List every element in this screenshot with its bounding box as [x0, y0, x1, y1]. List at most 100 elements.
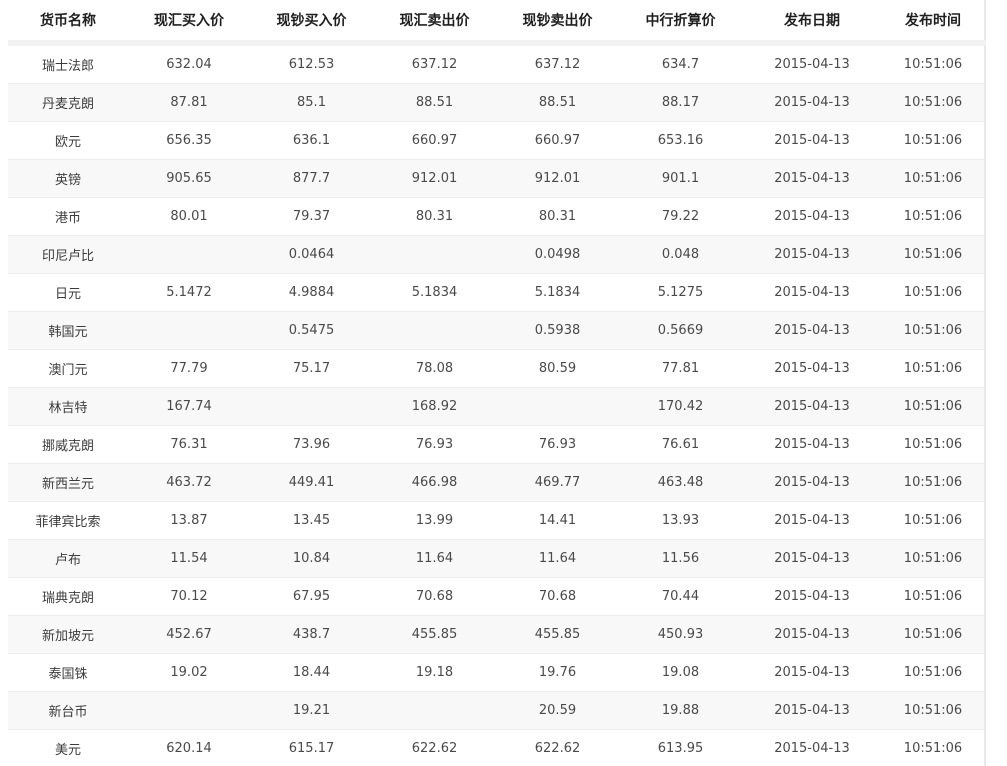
publish-time-cell: 10:51:06 [903, 57, 963, 72]
publish-time-cell: 10:51:06 [882, 539, 985, 578]
currency-name-cell: 菲律宾比索 [8, 501, 128, 540]
boc-conversion-rate-cell: 70.44 [619, 577, 742, 616]
publish-time-cell: 10:51:06 [882, 653, 985, 692]
currency-name-cell: 澳门元 [8, 349, 128, 388]
spot-sell-rate-cell: 637.12 [411, 57, 458, 72]
table-row: 澳门元 77.79 75.17 78.08 80.59 77.81 2015-0… [8, 349, 985, 388]
currency-name-cell: 印尼卢比 [8, 235, 128, 274]
table-row: 欧元 656.35 636.1 660.97 660.97 653.16 201… [8, 121, 985, 160]
boc-conversion-rate-cell: 613.95 [619, 729, 742, 766]
boc-conversion-rate-cell: 901.1 [619, 159, 742, 198]
publish-time-cell: 10:51:06 [882, 463, 985, 502]
table-row: 美元 620.14 615.17 622.62 622.62 613.95 20… [8, 729, 985, 766]
cash-sell-rate-cell: 5.1834 [496, 273, 619, 312]
column-header-boc-conversion: 中行折算价 [619, 0, 742, 46]
spot-buy-rate-cell [128, 691, 250, 730]
publish-date-cell: 2015-04-13 [742, 425, 882, 464]
cash-sell-rate-cell: 0.5938 [496, 311, 619, 350]
table-row: 日元 5.1472 4.9884 5.1834 5.1834 5.1275 20… [8, 273, 985, 312]
cash-buy-rate-cell: 75.17 [250, 349, 373, 388]
column-header-publish-time: 发布时间 [882, 0, 985, 46]
cash-sell-rate-cell: 19.76 [496, 653, 619, 692]
cash-buy-rate-cell [250, 387, 373, 426]
boc-conversion-rate-cell: 76.61 [619, 425, 742, 464]
cash-sell-rate-cell [496, 387, 619, 426]
cash-buy-rate-cell: 636.1 [250, 121, 373, 160]
currency-name-cell: 美元 [8, 729, 128, 766]
spot-sell-rate-cell: 660.97 [373, 121, 496, 160]
column-header-publish-date: 发布日期 [742, 0, 882, 46]
spot-buy-rate-cell: 620.14 [128, 729, 250, 766]
spot-buy-rate-cell: 80.01 [128, 197, 250, 236]
spot-buy-rate-cell: 632.04 [166, 57, 212, 72]
publish-date-cell: 2015-04-13 [742, 577, 882, 616]
spot-buy-rate-cell [128, 311, 250, 350]
currency-name-cell: 瑞士法郎 [41, 59, 94, 74]
exchange-rates-table: 货币名称 现汇买入价 现钞买入价 现汇卖出价 现钞卖出价 中行折算价 发布日期 … [8, 0, 986, 766]
table-row: 瑞典克朗 70.12 67.95 70.68 70.68 70.44 2015-… [8, 577, 985, 616]
currency-name-cell: 新台币 [8, 691, 128, 730]
publish-date-cell: 2015-04-13 [742, 235, 882, 274]
publish-date-cell: 2015-04-13 [742, 387, 882, 426]
spot-sell-rate-cell: 622.62 [373, 729, 496, 766]
currency-name-cell: 泰国铢 [8, 653, 128, 692]
publish-time-cell: 10:51:06 [882, 615, 985, 654]
cash-buy-rate-cell: 0.5475 [250, 311, 373, 350]
boc-conversion-rate-cell: 463.48 [619, 463, 742, 502]
currency-name-cell: 林吉特 [8, 387, 128, 426]
currency-name-cell: 挪威克朗 [8, 425, 128, 464]
spot-sell-rate-cell: 455.85 [373, 615, 496, 654]
boc-conversion-rate-cell: 19.88 [619, 691, 742, 730]
cash-buy-rate-cell: 79.37 [250, 197, 373, 236]
cash-sell-rate-cell: 14.41 [496, 501, 619, 540]
table-row: 卢布 11.54 10.84 11.64 11.64 11.56 2015-04… [8, 539, 985, 578]
publish-time-cell: 10:51:06 [882, 159, 985, 198]
boc-conversion-rate-cell: 170.42 [619, 387, 742, 426]
table-row: 新台币 19.21 20.59 19.88 2015-04-13 10:51:0… [8, 691, 985, 730]
cash-buy-rate-cell: 438.7 [250, 615, 373, 654]
currency-name-cell: 新西兰元 [8, 463, 128, 502]
spot-sell-rate-cell [373, 691, 496, 730]
currency-name-cell: 卢布 [8, 539, 128, 578]
table-row: 挪威克朗 76.31 73.96 76.93 76.93 76.61 2015-… [8, 425, 985, 464]
column-header-spot-sell: 现汇卖出价 [373, 0, 496, 46]
cash-buy-rate-cell: 615.17 [250, 729, 373, 766]
publish-date-cell: 2015-04-13 [742, 83, 882, 122]
spot-buy-rate-cell: 13.87 [128, 501, 250, 540]
currency-name-cell: 瑞典克朗 [8, 577, 128, 616]
publish-date-cell: 2015-04-13 [742, 121, 882, 160]
cash-buy-rate-cell: 0.0464 [250, 235, 373, 274]
spot-buy-rate-cell: 19.02 [128, 653, 250, 692]
table-header-row: 货币名称 现汇买入价 现钞买入价 现汇卖出价 现钞卖出价 中行折算价 发布日期 … [8, 0, 985, 46]
spot-sell-rate-cell: 80.31 [373, 197, 496, 236]
cash-sell-rate-cell: 80.31 [496, 197, 619, 236]
currency-name-cell: 新加坡元 [8, 615, 128, 654]
spot-sell-rate-cell: 19.18 [373, 653, 496, 692]
spot-sell-rate-cell: 168.92 [373, 387, 496, 426]
spot-buy-rate-cell: 905.65 [128, 159, 250, 198]
spot-buy-rate-cell [128, 235, 250, 274]
spot-buy-rate-cell: 5.1472 [128, 273, 250, 312]
publish-time-cell: 10:51:06 [882, 729, 985, 766]
publish-date-cell: 2015-04-13 [742, 159, 882, 198]
publish-date-cell: 2015-04-13 [742, 615, 882, 654]
cash-sell-rate-cell: 622.62 [496, 729, 619, 766]
boc-conversion-rate-cell: 450.93 [619, 615, 742, 654]
cash-buy-rate-cell: 612.53 [288, 57, 335, 72]
cash-buy-rate-cell: 67.95 [250, 577, 373, 616]
publish-time-cell: 10:51:06 [882, 425, 985, 464]
cash-buy-rate-cell: 73.96 [250, 425, 373, 464]
cash-buy-rate-cell: 85.1 [250, 83, 373, 122]
spot-buy-rate-cell: 167.74 [128, 387, 250, 426]
boc-conversion-rate-cell: 88.17 [619, 83, 742, 122]
currency-name-cell: 英镑 [8, 159, 128, 198]
spot-sell-rate-cell: 13.99 [373, 501, 496, 540]
boc-conversion-rate-cell: 634.7 [661, 57, 700, 72]
boc-conversion-rate-cell: 0.048 [619, 235, 742, 274]
cash-buy-rate-cell: 18.44 [250, 653, 373, 692]
cash-sell-rate-cell: 76.93 [496, 425, 619, 464]
publish-time-cell: 10:51:06 [882, 387, 985, 426]
publish-date-cell: 2015-04-13 [742, 729, 882, 766]
